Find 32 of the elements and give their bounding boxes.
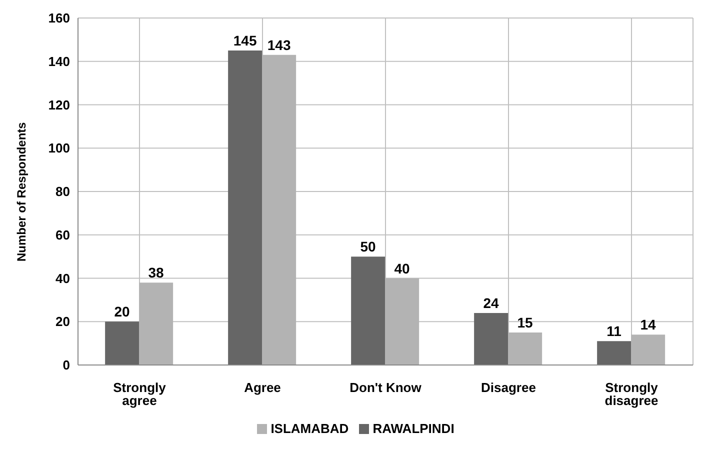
y-tick-label: 60 <box>56 227 70 242</box>
y-tick-label: 140 <box>48 54 70 69</box>
legend-label: ISLAMABAD <box>270 421 349 436</box>
data-label: 11 <box>606 323 622 340</box>
x-tick-label: Don't Know <box>350 380 422 396</box>
data-label: 38 <box>148 264 164 281</box>
data-label: 20 <box>114 304 130 320</box>
bar <box>105 322 140 365</box>
data-label: 40 <box>394 260 410 276</box>
y-tick-label: 20 <box>56 314 70 330</box>
data-label: 14 <box>640 316 656 333</box>
x-tick-label: Disagree <box>481 380 536 396</box>
x-tick-label: Strongly agree <box>113 380 167 408</box>
x-tick-label: Agree <box>244 380 281 396</box>
y-axis-title: Number of Respondents <box>14 122 28 262</box>
y-tick-label: 160 <box>48 10 70 26</box>
bar <box>351 256 386 365</box>
data-label: 15 <box>517 314 534 330</box>
data-label: 50 <box>360 238 376 255</box>
legend-label: RAWALPINDI <box>372 421 454 436</box>
data-label: 143 <box>267 36 291 53</box>
y-tick-label: 80 <box>56 184 70 200</box>
y-tick-label: 100 <box>48 140 70 156</box>
x-tick-label: Strongly disagree <box>604 380 659 408</box>
y-tick-label: 120 <box>48 97 70 112</box>
bar <box>228 50 262 365</box>
bar <box>597 341 632 365</box>
bar <box>474 312 508 365</box>
y-tick-label: 40 <box>56 270 70 286</box>
data-label: 145 <box>233 32 257 49</box>
y-tick-label: 0 <box>62 358 70 373</box>
data-label: 24 <box>483 294 500 311</box>
